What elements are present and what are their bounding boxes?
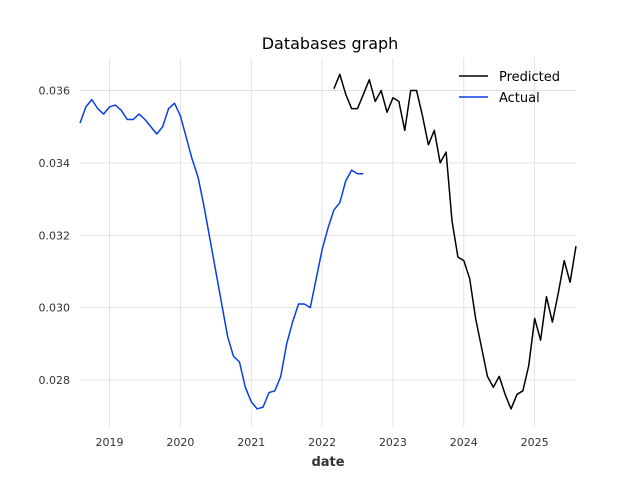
y-axis-ticks: 0.028 0.030 0.032 0.034 0.036: [39, 85, 71, 387]
y-tick-label: 0.034: [39, 157, 71, 170]
series-line-predicted: [333, 73, 577, 410]
chart-title: Databases graph: [262, 34, 399, 53]
y-tick-label: 0.036: [39, 85, 71, 98]
series-lines: [79, 73, 577, 410]
grid-lines: [80, 58, 576, 427]
y-tick-label: 0.028: [39, 374, 71, 387]
x-axis-label: date: [311, 455, 344, 470]
y-tick-label: 0.030: [39, 302, 71, 315]
series-line-actual: [79, 98, 364, 410]
x-tick-label: 2021: [237, 436, 265, 449]
legend-label-predicted: Predicted: [499, 70, 560, 85]
x-tick-label: 2020: [166, 436, 194, 449]
legend-label-actual: Actual: [499, 91, 540, 106]
legend: Predicted Actual: [459, 70, 560, 106]
x-tick-label: 2019: [96, 436, 124, 449]
x-tick-label: 2022: [308, 436, 336, 449]
x-axis-ticks: 2019 2020 2021 2022 2023 2024 2025: [96, 436, 549, 449]
y-tick-label: 0.032: [39, 229, 71, 242]
x-tick-label: 2023: [379, 436, 407, 449]
x-tick-label: 2024: [450, 436, 478, 449]
x-tick-label: 2025: [521, 436, 549, 449]
